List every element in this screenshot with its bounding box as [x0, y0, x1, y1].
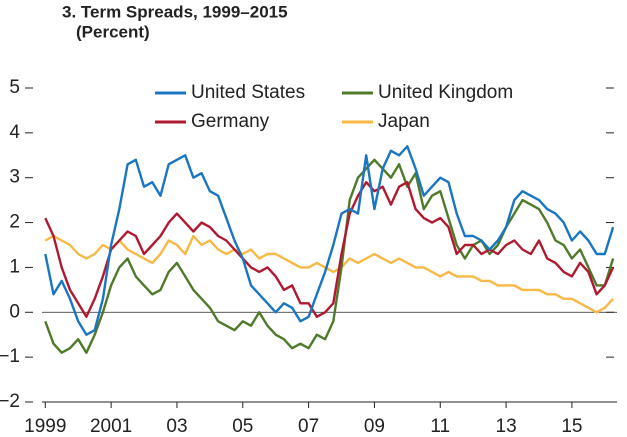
chart-title: 3. Term Spreads, 1999–2015 [62, 2, 288, 21]
legend-label: Germany [191, 111, 270, 132]
legend-label: United Kingdom [378, 82, 513, 103]
x-tick-label: 11 [430, 416, 450, 437]
legend-label: Japan [378, 111, 430, 132]
x-tick-label: 1999 [24, 416, 66, 437]
x-tick-label: 15 [561, 416, 582, 437]
x-tick-label: 2001 [90, 416, 132, 437]
series-line [44, 145, 615, 336]
y-tick-label: −2 [0, 391, 20, 412]
y-tick-label: 0 [9, 301, 20, 322]
series-line [44, 158, 615, 354]
x-tick-label: 07 [298, 416, 319, 437]
series-line [44, 234, 614, 314]
x-tick-label: 05 [232, 416, 253, 437]
y-tick-label: 3 [9, 167, 20, 188]
y-tick-label: 1 [9, 256, 20, 277]
y-tick-label: 4 [9, 122, 20, 143]
legend-label: United States [191, 82, 305, 103]
series-line [44, 181, 615, 318]
chart-subtitle: (Percent) [76, 22, 150, 41]
x-tick-label: 03 [166, 416, 187, 437]
y-tick-label: 2 [9, 212, 20, 233]
x-tick-label: 09 [364, 416, 385, 437]
x-tick-label: 13 [496, 416, 517, 437]
y-tick-label: 5 [9, 77, 20, 98]
y-tick-label: −1 [0, 346, 20, 367]
